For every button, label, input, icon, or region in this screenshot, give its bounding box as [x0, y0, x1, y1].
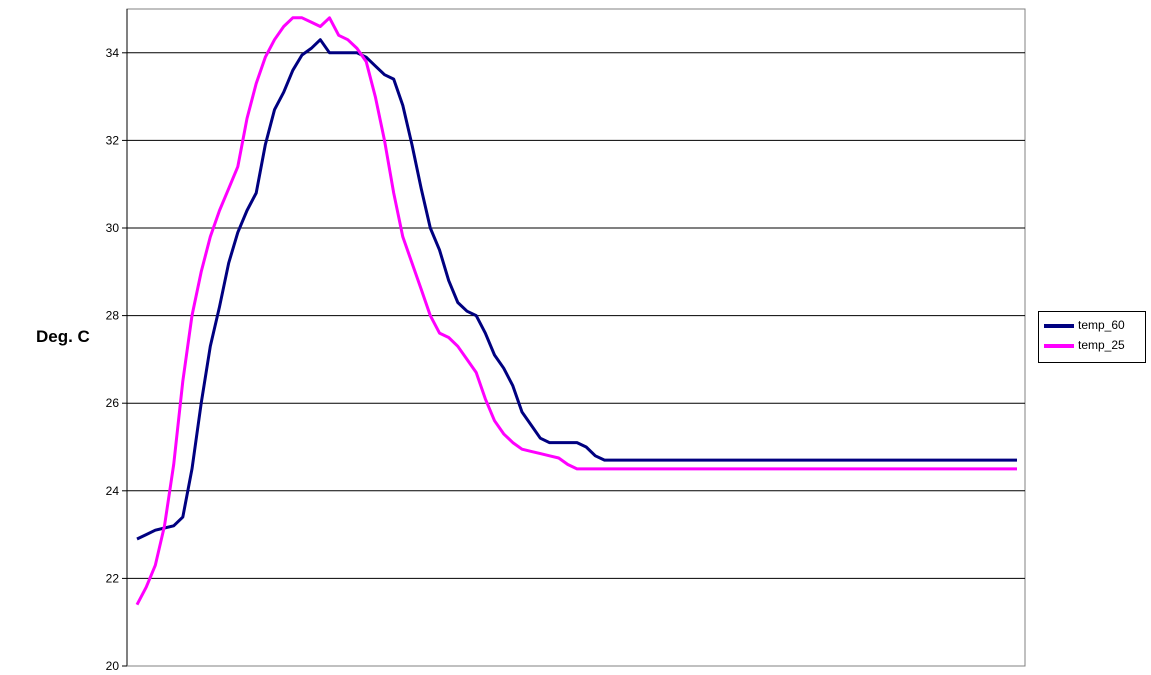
legend-item-temp-60: temp_60 [1044, 316, 1144, 334]
y-tick-label-32: 32 [106, 133, 120, 147]
y-tick-label-22: 22 [106, 571, 120, 585]
legend-label-temp-60: temp_60 [1078, 318, 1125, 332]
y-axis-ticks: 20 22 24 26 28 30 32 34 [106, 9, 1025, 673]
y-tick-label-30: 30 [106, 221, 120, 235]
plot-area [126, 8, 1026, 667]
y-tick-label-20: 20 [106, 659, 120, 673]
y-tick-label-28: 28 [106, 309, 120, 323]
legend: temp_60 temp_25 [1038, 311, 1146, 363]
legend-label-temp-25: temp_25 [1078, 338, 1125, 352]
series-line-temp-60 [136, 38, 1017, 541]
legend-swatch-temp-25 [1044, 344, 1074, 348]
y-axis-label: Deg. C [36, 327, 90, 346]
y-tick-label-34: 34 [106, 46, 120, 60]
series-line-temp-25 [135, 16, 1017, 606]
y-tick-label-24: 24 [106, 484, 120, 498]
series-lines [135, 16, 1017, 606]
legend-swatch-temp-60 [1044, 324, 1074, 328]
legend-item-temp-25: temp_25 [1044, 336, 1144, 354]
y-tick-label-26: 26 [106, 396, 120, 410]
gridlines [127, 52, 1025, 579]
